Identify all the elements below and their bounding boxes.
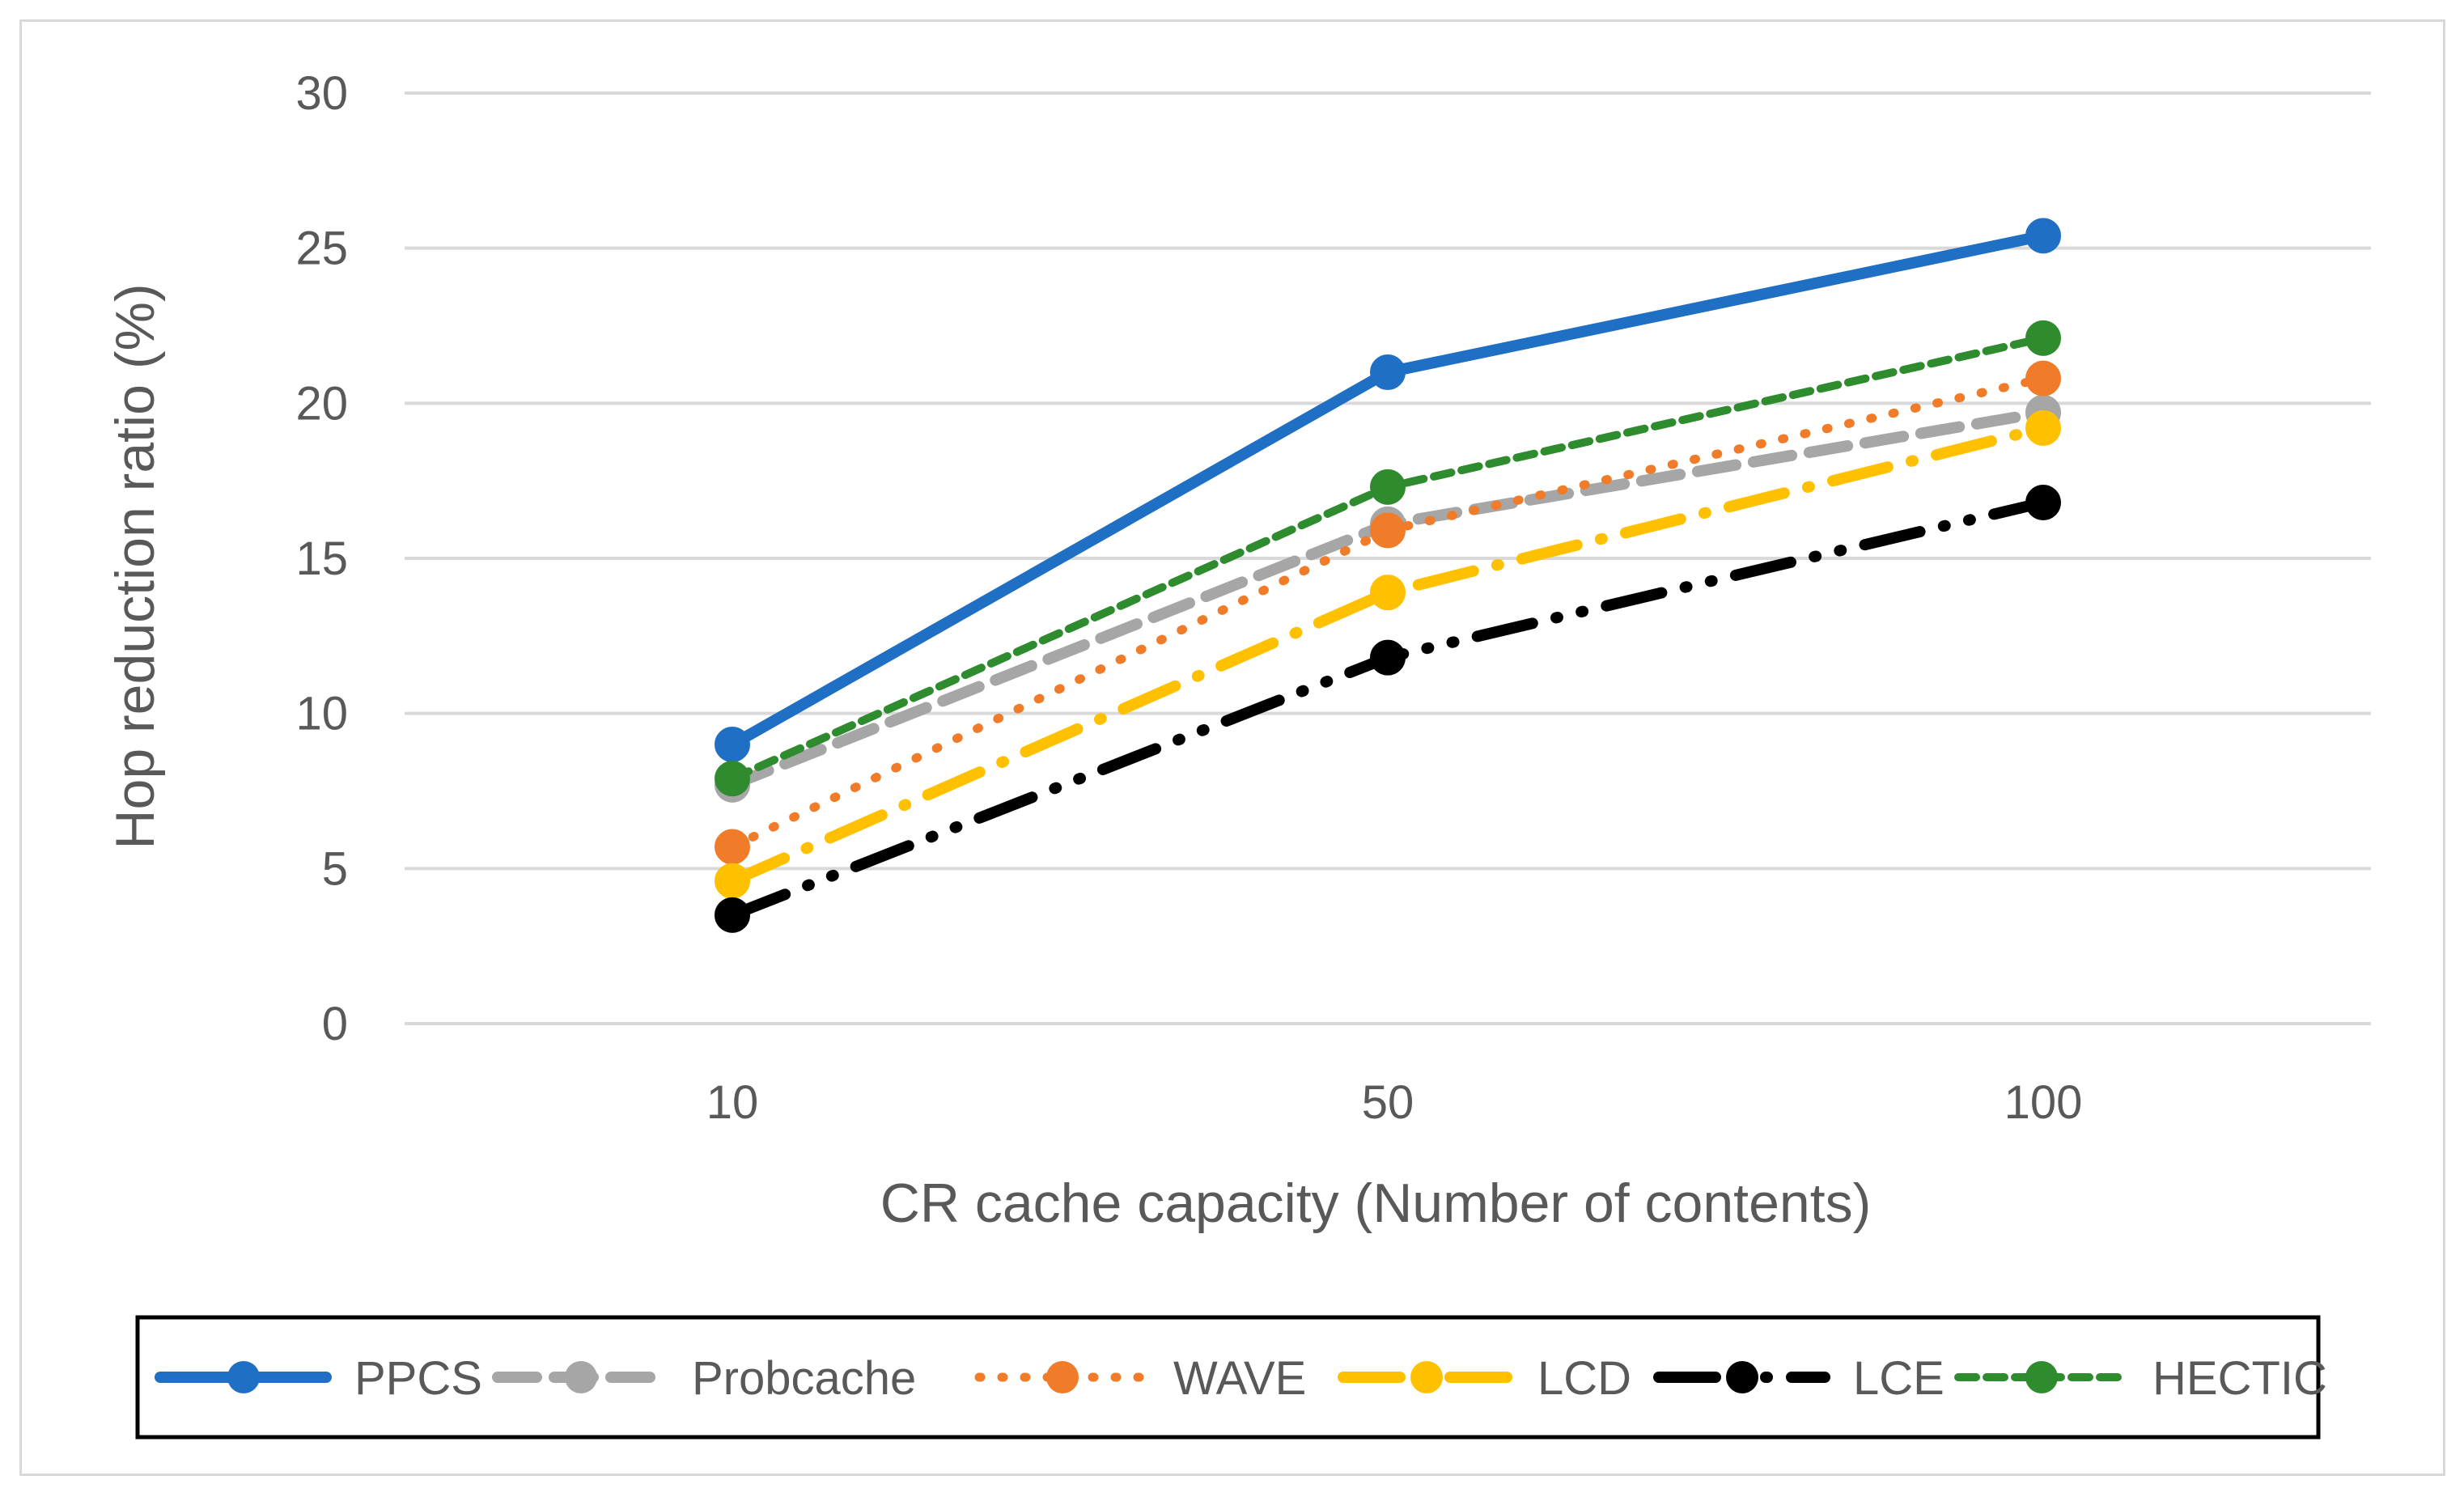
legend-marker-hectic [2025, 1361, 2058, 1393]
point-hectic [1370, 469, 1406, 505]
legend-label-hectic: HECTIC [2152, 1352, 2327, 1405]
point-lcd [715, 863, 750, 899]
point-ppcs [2025, 218, 2061, 254]
legend-marker-lcd [1410, 1361, 1443, 1393]
legend-label-ppcs: PPCS [354, 1352, 482, 1405]
x-axis-ticks: 10 50 100 [706, 1076, 2083, 1129]
point-lcd [1370, 575, 1406, 611]
point-ppcs [1370, 354, 1406, 390]
legend-marker-wave [1046, 1361, 1079, 1393]
y-axis-ticks: 0 5 10 15 20 25 30 [295, 67, 348, 1050]
y-axis-title: Hop reduction ratio (%) [104, 283, 166, 849]
legend-label-probcache: Probcache [692, 1352, 916, 1405]
point-lcd [2025, 410, 2061, 446]
gridlines [405, 91, 2371, 1025]
y-tick-label: 0 [322, 998, 348, 1050]
y-tick-label: 20 [295, 377, 348, 430]
point-hectic [2025, 320, 2061, 356]
x-tick-label: 100 [2004, 1076, 2083, 1129]
legend-label-lce: LCE [1853, 1352, 1944, 1405]
legend: PPCS Probcache WAVE LCD LCE HECTIC [155, 1352, 2327, 1405]
point-ppcs [715, 727, 750, 762]
chart-frame [19, 19, 2445, 1476]
y-tick-label: 15 [295, 532, 348, 585]
series-lines [715, 218, 2061, 933]
legend-label-lcd: LCD [1537, 1352, 1631, 1405]
legend-marker-probcache [565, 1361, 597, 1393]
y-tick-label: 25 [295, 223, 348, 275]
point-wave [715, 829, 750, 865]
legend-marker-lce [1726, 1361, 1758, 1393]
y-tick-label: 30 [295, 67, 348, 120]
series-line-lcd [727, 422, 2049, 887]
point-hectic [715, 761, 750, 797]
y-tick-label: 10 [295, 688, 348, 740]
point-wave [2025, 360, 2061, 397]
point-lce [1370, 639, 1406, 676]
point-lce [715, 897, 750, 933]
point-wave [1370, 512, 1406, 549]
legend-label-wave: WAVE [1173, 1352, 1306, 1405]
x-tick-label: 10 [706, 1076, 759, 1129]
x-axis-title: CR cache capacity (Number of contents) [880, 1173, 1872, 1234]
y-tick-label: 5 [322, 842, 348, 895]
point-lce [2025, 485, 2061, 520]
x-tick-label: 50 [1362, 1076, 1414, 1129]
legend-marker-ppcs [227, 1361, 260, 1393]
